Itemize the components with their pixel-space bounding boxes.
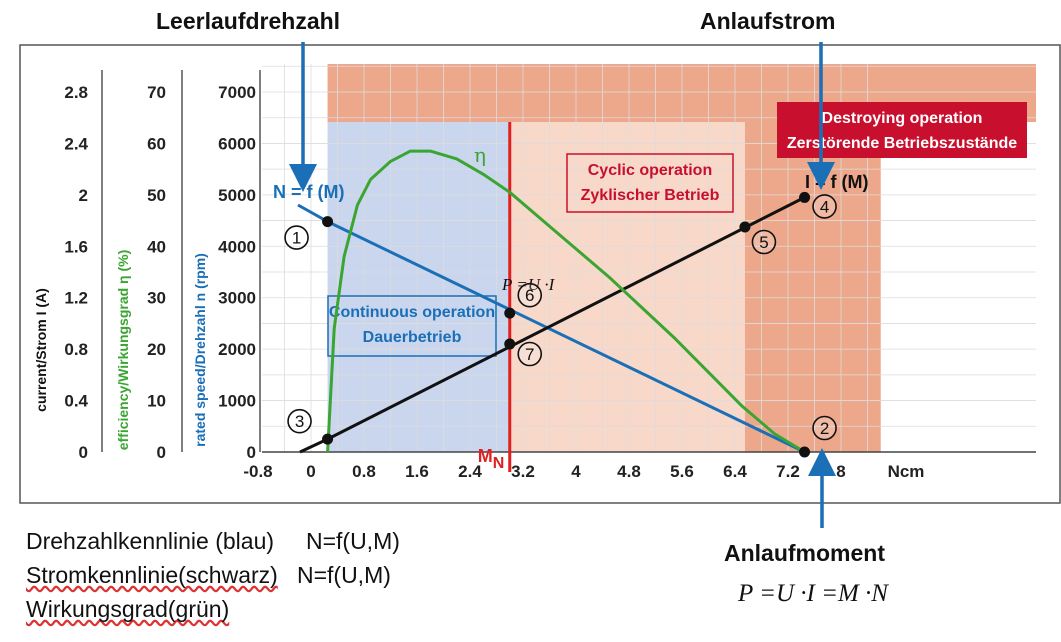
region-label: Destroying operation — [822, 110, 983, 127]
region-label: Dauerbetrieb — [363, 329, 462, 346]
y-tick-label: 7000 — [218, 83, 256, 102]
point-number: 1 — [292, 229, 301, 248]
x-tick-label: 7.2 — [776, 462, 800, 481]
region-label-box — [566, 153, 734, 213]
x-tick-label: 3.2 — [511, 462, 535, 481]
region-label-box — [327, 295, 497, 357]
point-number-circle — [517, 282, 543, 308]
x-tick-label: 2.4 — [458, 462, 482, 481]
y-axis-label: efficiency/Wirkungsgrad η (%) — [115, 250, 131, 451]
x-tick-label: 6.4 — [723, 462, 747, 481]
series-line — [326, 149, 806, 454]
region-label: Continuous operation — [329, 304, 495, 321]
point-marker — [322, 216, 334, 228]
point-number: 5 — [759, 233, 768, 252]
point-marker — [739, 221, 751, 233]
y-tick-label: 2 — [79, 186, 88, 205]
x-tick-label: 8 — [836, 462, 845, 481]
point-marker — [799, 446, 811, 458]
point-number-circle — [284, 225, 309, 250]
current-curve-label: I = f (M) — [805, 172, 869, 192]
series-line — [326, 220, 806, 454]
legend-efficiency-curve: Wirkungsgrad(grün) — [26, 596, 229, 623]
y-axis-label: rated speed/Drehzahl n (rpm) — [192, 253, 208, 447]
point-number-circle — [287, 408, 312, 434]
y-tick-label: 70 — [147, 83, 166, 102]
y-tick-label: 2.8 — [64, 83, 88, 102]
x-unit-label: Ncm — [888, 462, 925, 481]
y-tick-label: 40 — [147, 237, 166, 256]
x-tick-label: 1.6 — [405, 462, 429, 481]
point-number: 4 — [820, 197, 829, 216]
x-tick-label: 0.8 — [352, 462, 376, 481]
region-label: Zerstörende Betriebszustände — [787, 135, 1017, 152]
point-number: 6 — [525, 286, 534, 305]
region-label: Zyklischer Betrieb — [581, 187, 720, 204]
point-number: 7 — [525, 345, 534, 364]
y-tick-label: 1000 — [218, 392, 256, 411]
power-formula: P =U ·I =M ·N — [738, 580, 888, 607]
y-tick-label: 3000 — [218, 289, 256, 308]
callout-anlaufstrom: Anlaufstrom — [700, 8, 836, 34]
legend-current-name: Stromkennlinie(schwarz) — [26, 562, 278, 588]
y-tick-label: 1.6 — [64, 237, 88, 256]
y-tick-label: 0 — [157, 443, 166, 462]
x-tick-label: -0.8 — [243, 462, 272, 481]
y-tick-label: 0 — [79, 443, 88, 462]
x-tick-label: 0 — [306, 462, 315, 481]
x-tick-label: 5.6 — [670, 462, 694, 481]
point-number-circle — [751, 229, 777, 255]
callout-leerlaufdrehzahl: Leerlaufdrehzahl — [156, 8, 341, 34]
y-tick-label: 6000 — [218, 134, 256, 153]
efficiency-curve-label: η — [474, 143, 486, 167]
y-tick-label: 20 — [147, 340, 166, 359]
point-marker — [799, 191, 811, 203]
y-tick-label: 5000 — [218, 186, 256, 205]
point-number-circle — [812, 194, 837, 219]
y-tick-label: 0 — [247, 443, 256, 462]
point-number: 2 — [820, 419, 829, 438]
point-number-circle — [812, 415, 837, 441]
speed-curve-label: N = f (M) — [273, 182, 345, 202]
point-marker — [322, 433, 334, 445]
legend-current-formula: N=f(U,M) — [277, 562, 391, 588]
point-number: 3 — [295, 412, 304, 431]
y-tick-label: 0.8 — [64, 340, 88, 359]
x-tick-label: 4 — [571, 462, 581, 481]
y-tick-label: 60 — [147, 134, 166, 153]
y-tick-label: 1.2 — [64, 289, 88, 308]
x-tick-label: 4.8 — [617, 462, 641, 481]
y-tick-label: 2000 — [218, 340, 256, 359]
legend-speed-curve: Drehzahlkennlinie (blau) N=f(U,M) — [26, 528, 400, 554]
speed-line-extension — [297, 203, 329, 223]
y-tick-label: 0.4 — [64, 392, 88, 411]
region-label-box — [777, 102, 1027, 158]
y-axis-label: current/Strom I (A) — [33, 288, 49, 412]
callout-anlaufmoment: Anlaufmoment — [724, 540, 885, 566]
y-tick-label: 10 — [147, 392, 166, 411]
legend-efficiency-name: Wirkungsgrad(grün) — [26, 596, 230, 622]
point-marker — [504, 338, 516, 350]
operation-region — [327, 122, 510, 452]
legend-current-curve: Stromkennlinie(schwarz) N=f(U,M) — [26, 562, 391, 589]
y-tick-label: 4000 — [218, 237, 256, 256]
series-line — [326, 196, 806, 441]
y-tick-label: 50 — [147, 186, 166, 205]
region-label: Cyclic operation — [588, 162, 712, 179]
point-marker — [504, 307, 516, 319]
point-number-circle — [517, 341, 543, 367]
y-tick-label: 2.4 — [64, 134, 88, 153]
y-tick-label: 30 — [147, 289, 166, 308]
